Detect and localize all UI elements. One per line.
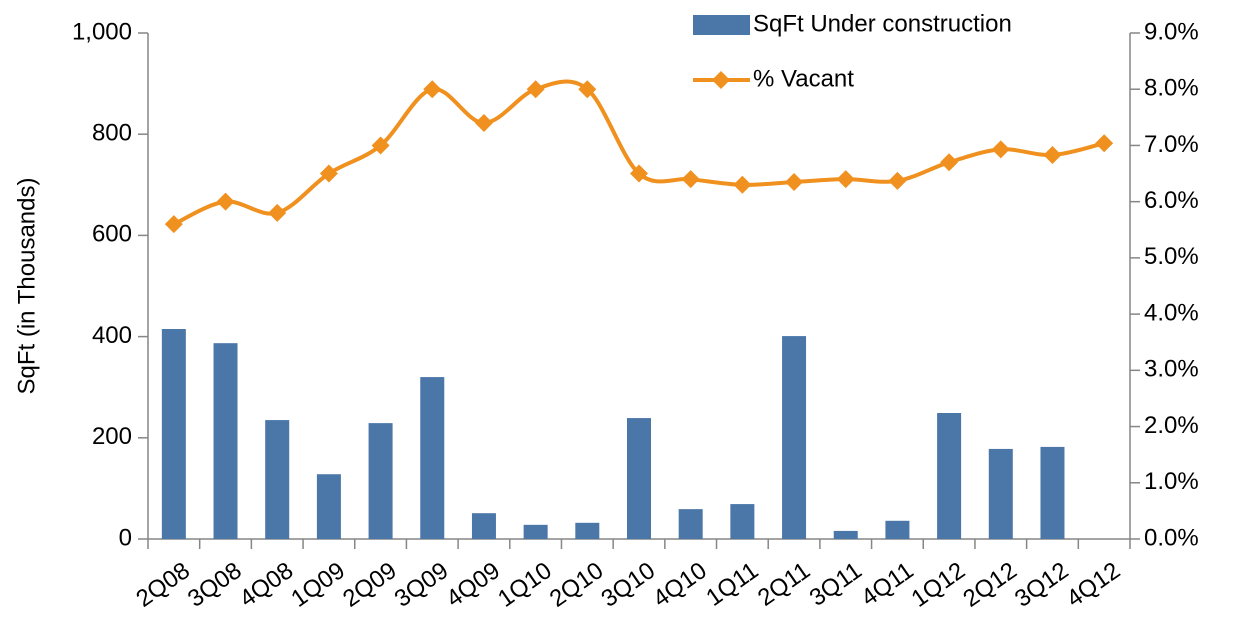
marker (940, 153, 959, 172)
x-tick-label: 2Q08 (131, 557, 195, 613)
x-tick-label: 2Q12 (958, 557, 1022, 613)
y2-tick-label: 3.0% (1144, 356, 1199, 383)
y-tick-label: 600 (92, 221, 132, 248)
x-tick-label: 4Q09 (441, 557, 505, 613)
marker (526, 80, 545, 99)
bar (782, 336, 807, 539)
bar (833, 530, 858, 539)
marker (733, 175, 752, 194)
marker (1095, 134, 1114, 153)
marker (371, 136, 390, 155)
x-tick-label: 2Q09 (338, 557, 402, 613)
x-tick-label: 3Q11 (805, 557, 867, 612)
marker (319, 164, 338, 183)
y-tick-label: 0 (119, 524, 132, 551)
bar (988, 448, 1013, 539)
x-tick-label: 3Q10 (596, 557, 660, 613)
bar (316, 474, 341, 539)
y-tick-label: 1,000 (72, 18, 132, 45)
x-tick-label: 1Q10 (493, 557, 557, 613)
bar (523, 524, 548, 539)
legend-label: SqFt Under construction (753, 10, 1012, 37)
y2-tick-label: 9.0% (1144, 18, 1199, 45)
x-tick-label: 1Q12 (907, 557, 971, 613)
bar (575, 522, 600, 539)
bar (730, 504, 755, 539)
x-tick-label: 4Q08 (235, 557, 299, 613)
x-tick-label: 1Q11 (701, 557, 763, 612)
marker (423, 80, 442, 99)
y2-tick-label: 5.0% (1144, 243, 1199, 270)
x-tick-label: 3Q08 (183, 557, 247, 613)
bar (213, 343, 238, 539)
marker (474, 113, 493, 132)
bar (678, 509, 703, 539)
x-tick-label: 4Q10 (648, 557, 712, 613)
bar (1040, 446, 1065, 539)
legend-swatch (693, 15, 750, 35)
y2-tick-label: 6.0% (1144, 187, 1199, 214)
marker (630, 164, 648, 183)
x-tick-label: 2Q11 (753, 557, 815, 612)
legend-marker (712, 71, 730, 89)
bar (161, 329, 186, 539)
line (172, 79, 1105, 226)
y2-tick-label: 2.0% (1144, 412, 1199, 439)
bar (420, 377, 445, 539)
x-tick-label: 1Q09 (286, 557, 350, 613)
x-tick-label: 2Q10 (545, 557, 609, 613)
y2-tick-label: 8.0% (1144, 75, 1199, 102)
y-axis-title: SqFt (in Thousands) (13, 178, 40, 395)
y-tick-label: 200 (92, 423, 132, 450)
x-tick-label: 3Q12 (1010, 557, 1074, 613)
marker (681, 170, 700, 189)
bar (471, 513, 496, 539)
bar (885, 520, 910, 539)
marker (836, 170, 855, 189)
x-tick-label: 3Q09 (390, 557, 454, 613)
y2-tick-label: 7.0% (1144, 131, 1199, 158)
y2-tick-label: 1.0% (1144, 468, 1199, 495)
bar (265, 420, 290, 539)
x-tick-label: 4Q11 (856, 557, 918, 612)
y-tick-label: 800 (92, 120, 132, 147)
marker (268, 203, 287, 222)
marker (785, 172, 804, 191)
legend-label: % Vacant (753, 65, 854, 92)
y-tick-label: 400 (92, 322, 132, 349)
marker (991, 140, 1010, 159)
marker (216, 192, 235, 211)
bar (627, 418, 651, 539)
y2-tick-label: 0.0% (1144, 524, 1199, 551)
marker (1043, 146, 1062, 165)
marker (578, 80, 597, 99)
x-tick-label: 4Q12 (1062, 557, 1126, 613)
bar (368, 423, 393, 539)
marker (164, 215, 183, 234)
y2-tick-label: 4.0% (1144, 299, 1199, 326)
bar (937, 413, 962, 539)
marker (888, 171, 907, 190)
